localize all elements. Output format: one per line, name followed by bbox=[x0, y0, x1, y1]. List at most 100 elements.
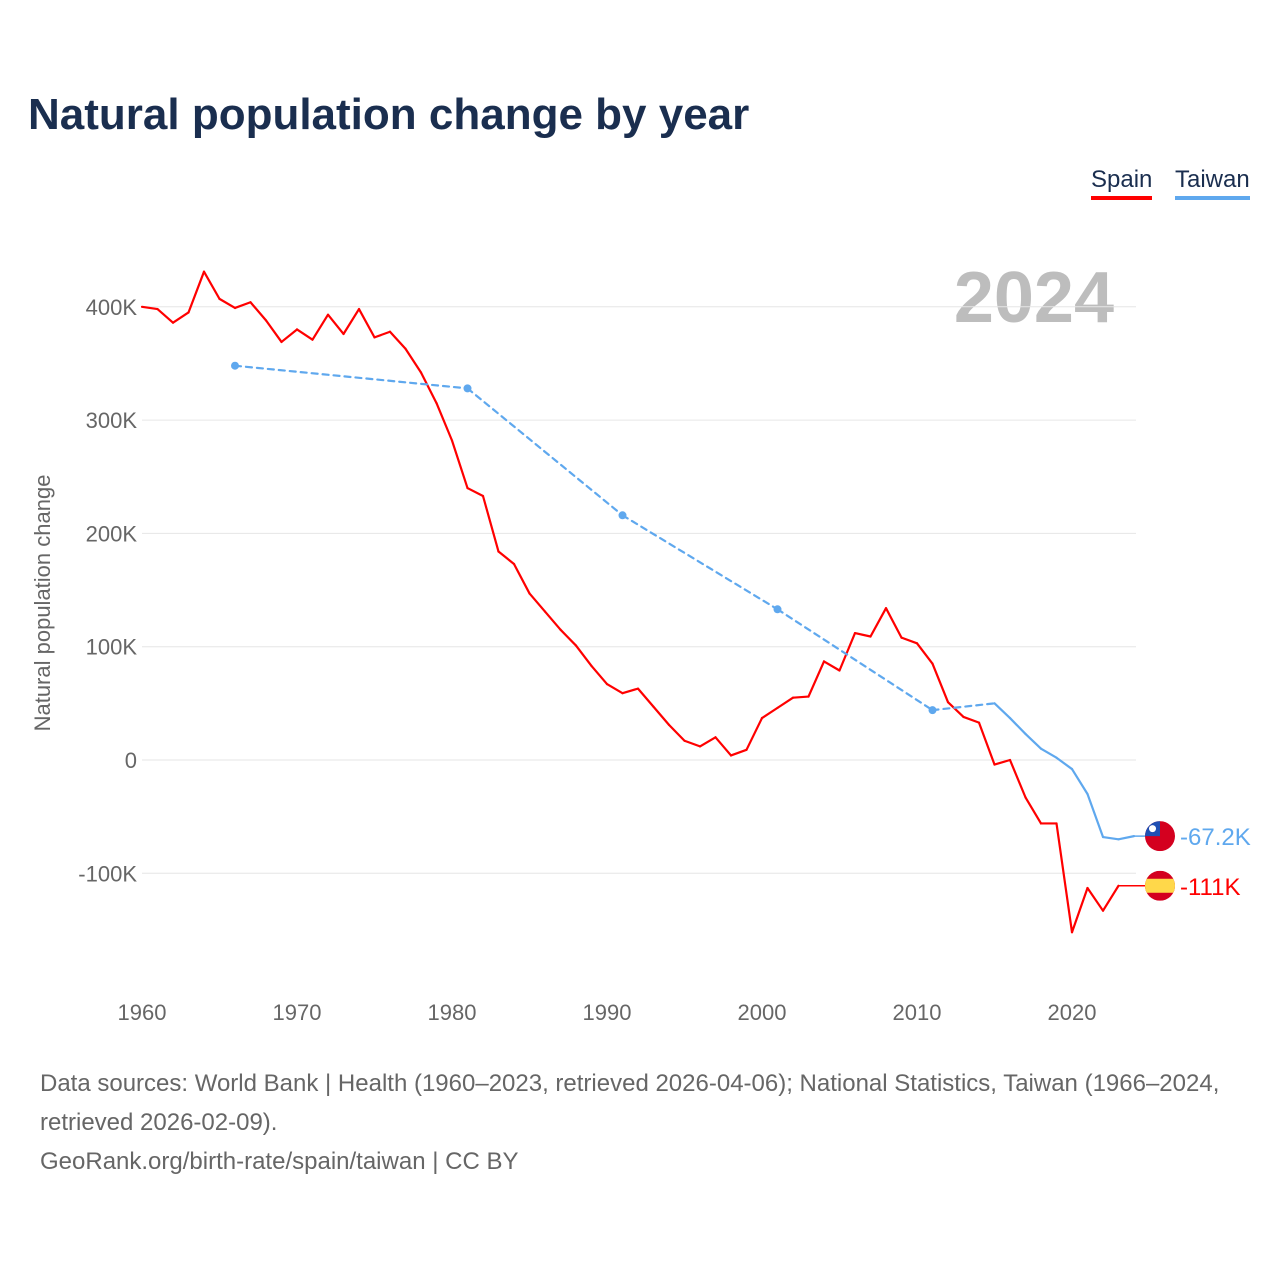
taiwan-segment bbox=[1086, 792, 1105, 839]
spain-segment bbox=[311, 313, 330, 341]
spain-segment bbox=[404, 347, 423, 374]
spain-segment bbox=[698, 736, 717, 748]
taiwan-segment bbox=[621, 514, 779, 611]
x-tick-label: 2020 bbox=[1048, 1000, 1097, 1025]
taiwan-end-label: -67.2K bbox=[1180, 824, 1251, 851]
y-tick-label: 200K bbox=[86, 521, 138, 546]
x-tick-label: 1990 bbox=[583, 1000, 632, 1025]
spain-segment bbox=[838, 632, 857, 672]
spain-segment bbox=[729, 748, 748, 757]
spain-segment bbox=[218, 297, 237, 310]
spain-segment bbox=[1008, 758, 1027, 799]
spain-segment bbox=[1070, 886, 1089, 934]
spain-segment bbox=[280, 328, 299, 344]
spain-segment bbox=[636, 687, 655, 708]
spain-segment bbox=[264, 319, 283, 344]
legend-taiwan[interactable]: Taiwan bbox=[1175, 166, 1250, 200]
spain-segment bbox=[776, 696, 795, 709]
x-tick-label: 2010 bbox=[893, 1000, 942, 1025]
spain-segment bbox=[962, 715, 981, 724]
spain-segment bbox=[419, 371, 438, 405]
spain-segment bbox=[822, 660, 841, 672]
spain-segment bbox=[760, 706, 779, 720]
chart-title: Natural population change by year bbox=[28, 90, 750, 139]
x-tick-label: 1980 bbox=[428, 1000, 477, 1025]
spain-segment bbox=[1024, 796, 1043, 825]
taiwan-segment bbox=[466, 387, 624, 517]
spain-segment bbox=[884, 607, 903, 639]
taiwan-segment bbox=[1117, 835, 1136, 841]
spain-segment bbox=[497, 550, 516, 566]
spain-segment bbox=[1055, 822, 1074, 934]
spain-segment bbox=[590, 664, 609, 686]
spain-segment bbox=[714, 736, 733, 757]
x-tick-label: 1960 bbox=[118, 1000, 167, 1025]
taiwan-flag-icon bbox=[1145, 821, 1175, 852]
spain-segment bbox=[357, 307, 376, 339]
spain-segment bbox=[559, 628, 578, 647]
taiwan-segment bbox=[1024, 732, 1043, 750]
spain-segment bbox=[946, 701, 965, 719]
spain-segment bbox=[481, 494, 500, 553]
spain-segment bbox=[683, 739, 702, 748]
taiwan-segment bbox=[1070, 767, 1089, 796]
data-sources: Data sources: World Bank | Health (1960–… bbox=[40, 1070, 1220, 1136]
spain-flag-icon bbox=[1145, 870, 1175, 901]
x-tick-label: 1970 bbox=[273, 1000, 322, 1025]
y-tick-label: 100K bbox=[86, 635, 138, 660]
spain-segment bbox=[140, 305, 159, 311]
spain-segment bbox=[667, 723, 686, 742]
taiwan-segment bbox=[1055, 756, 1074, 771]
spain-end-label: -111K bbox=[1180, 874, 1240, 901]
taiwan-segment bbox=[1101, 835, 1120, 841]
spain-segment bbox=[249, 301, 268, 322]
spain-segment bbox=[342, 307, 361, 336]
y-tick-label: 300K bbox=[86, 408, 138, 433]
taiwan-segment bbox=[776, 608, 934, 712]
spain-segment bbox=[295, 328, 314, 341]
spain-segment bbox=[745, 716, 764, 751]
spain-segment bbox=[156, 307, 175, 324]
taiwan-segment bbox=[931, 702, 996, 712]
spain-segment bbox=[373, 330, 392, 339]
spain-segment bbox=[450, 439, 469, 490]
spain-segment bbox=[171, 311, 190, 324]
taiwan-segment bbox=[1008, 716, 1027, 736]
spain-segment bbox=[202, 270, 221, 300]
taiwan-point bbox=[231, 361, 239, 370]
spain-segment bbox=[187, 270, 206, 314]
spain-segment bbox=[807, 660, 826, 698]
spain-segment bbox=[326, 313, 345, 336]
spain-segment bbox=[869, 607, 888, 638]
spain-segment bbox=[435, 402, 454, 442]
spain-segment bbox=[977, 721, 996, 766]
x-tick-label: 2000 bbox=[738, 1000, 787, 1025]
y-axis-label: Natural population change bbox=[30, 475, 55, 732]
taiwan-point bbox=[928, 706, 937, 715]
spain-segment bbox=[388, 330, 407, 350]
taiwan-segment bbox=[993, 702, 1012, 720]
year-watermark: 2024 bbox=[954, 258, 1114, 338]
spain-segment bbox=[233, 301, 252, 310]
spain-segment bbox=[791, 695, 810, 699]
spain-segment bbox=[993, 758, 1012, 766]
credit-link[interactable]: GeoRank.org/birth-rate/spain/taiwan | CC… bbox=[40, 1148, 519, 1175]
taiwan-segment bbox=[1039, 747, 1058, 759]
y-tick-label: -100K bbox=[78, 861, 137, 886]
y-tick-label: 0 bbox=[125, 748, 137, 773]
taiwan-point bbox=[463, 384, 472, 393]
spain-segment bbox=[621, 687, 640, 695]
taiwan-point bbox=[618, 511, 627, 520]
spain-segment bbox=[915, 642, 934, 665]
spain-segment bbox=[605, 682, 624, 695]
spain-segment bbox=[652, 705, 671, 726]
spain-segment bbox=[574, 644, 593, 668]
spain-segment bbox=[853, 632, 872, 638]
taiwan-point bbox=[773, 605, 782, 614]
spain-segment bbox=[931, 662, 950, 704]
spain-segment bbox=[1101, 884, 1120, 912]
y-tick-label: 400K bbox=[86, 295, 138, 320]
spain-segment bbox=[466, 486, 485, 498]
legend-spain[interactable]: Spain bbox=[1091, 166, 1153, 200]
